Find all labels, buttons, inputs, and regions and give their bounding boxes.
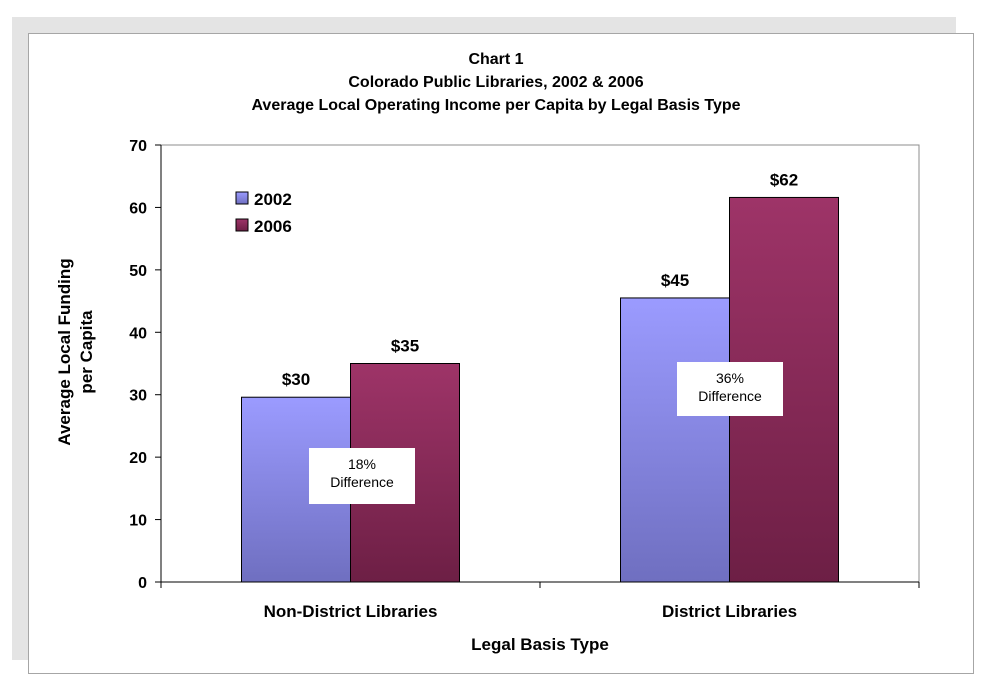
- x-axis: Non-District Libraries District Libraries: [160, 581, 920, 621]
- legend-swatch-2002: [235, 191, 249, 205]
- chart-title: Chart 1 Colorado Public Libraries, 2002 …: [251, 51, 740, 114]
- difference-callout: 36% Difference: [677, 362, 783, 416]
- y-tick-label: 40: [129, 325, 147, 342]
- callout-text: 18%: [348, 456, 376, 472]
- chart-title-line-2: Colorado Public Libraries, 2002 & 2006: [348, 74, 643, 91]
- y-tick-label: 10: [129, 513, 147, 530]
- y-axis-title-line-1: Average Local Funding: [55, 258, 74, 445]
- y-tick-label: 30: [129, 388, 147, 405]
- data-label: $45: [661, 271, 689, 290]
- data-label: $30: [282, 370, 310, 389]
- callout-box: [309, 448, 415, 504]
- y-axis: 0 10 20 30 40 50 60 70: [129, 138, 162, 592]
- callout-text: Difference: [330, 474, 394, 490]
- x-category-label: District Libraries: [662, 602, 797, 621]
- y-tick-label: 20: [129, 450, 147, 467]
- callout-text: Difference: [698, 388, 762, 404]
- difference-callout: 18% Difference: [309, 448, 415, 504]
- chart-title-line-3: Average Local Operating Income per Capit…: [251, 97, 740, 114]
- legend-label-2002: 2002: [254, 190, 292, 209]
- chart-title-line-1: Chart 1: [468, 51, 523, 68]
- legend-swatch-2006: [235, 218, 249, 232]
- x-category-label: Non-District Libraries: [264, 602, 438, 621]
- y-tick-label: 0: [138, 575, 147, 592]
- y-tick-label: 60: [129, 200, 147, 217]
- legend-label-2006: 2006: [254, 217, 292, 236]
- y-axis-title: Average Local Funding per Capita: [55, 258, 96, 445]
- x-axis-title: Legal Basis Type: [471, 635, 609, 654]
- legend: 2002 2006: [235, 190, 292, 236]
- callout-box: [677, 362, 783, 416]
- bars: $30 $35 $45 $62: [241, 170, 839, 583]
- data-label: $35: [391, 337, 419, 356]
- bar-2002-1: [620, 297, 730, 583]
- annotations: 18% Difference 36% Difference: [309, 362, 783, 504]
- y-axis-title-line-2: per Capita: [77, 310, 96, 394]
- y-tick-label: 50: [129, 263, 147, 280]
- callout-text: 36%: [716, 370, 744, 386]
- y-tick-label: 70: [129, 138, 147, 155]
- data-label: $62: [770, 170, 798, 189]
